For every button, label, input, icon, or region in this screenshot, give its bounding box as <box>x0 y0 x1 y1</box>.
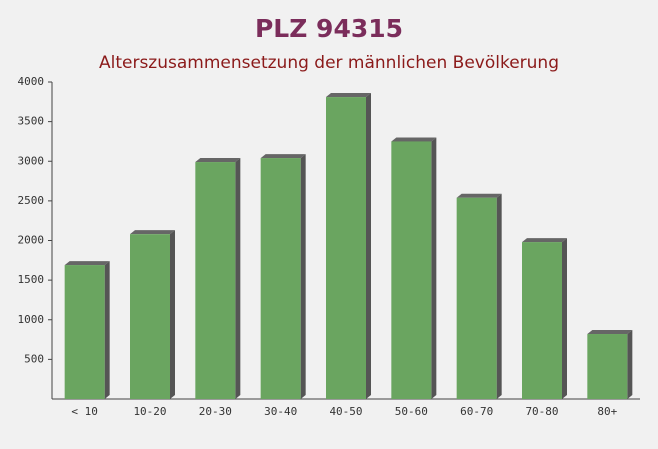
bar <box>326 97 366 400</box>
bar-top <box>587 330 633 335</box>
y-tick-label: 2000 <box>18 234 45 247</box>
x-tick-label: 80+ <box>597 405 617 418</box>
bar <box>64 265 105 399</box>
bar-top <box>64 261 110 266</box>
bar-shadow <box>496 193 502 399</box>
y-tick-label: 3000 <box>18 154 45 167</box>
bar-top <box>260 154 306 159</box>
bar <box>130 234 170 399</box>
chart-title: PLZ 94315 <box>255 14 403 43</box>
x-tick-label: 10-20 <box>133 405 166 418</box>
y-tick-label: 4000 <box>18 75 45 88</box>
bar <box>195 162 236 399</box>
bar <box>456 197 497 399</box>
bar-shadow <box>235 158 241 399</box>
y-tick-label: 1000 <box>18 313 45 326</box>
x-tick-label: 50-60 <box>395 405 428 418</box>
y-tick-label: 1500 <box>18 273 45 286</box>
x-tick-label: 70-80 <box>525 405 558 418</box>
bar-shadow <box>300 154 306 399</box>
x-tick-label: 30-40 <box>264 405 297 418</box>
bar-top <box>522 238 567 243</box>
bar-shadow <box>562 238 567 399</box>
bar-top <box>456 193 502 198</box>
x-tick-label: 20-30 <box>199 405 232 418</box>
bar <box>260 158 301 399</box>
x-tick-label: 40-50 <box>329 405 362 418</box>
bar <box>522 242 562 399</box>
y-tick-label: 3500 <box>18 115 45 128</box>
bar-top <box>130 230 175 235</box>
bar <box>587 334 628 399</box>
bar-shadow <box>366 93 371 400</box>
y-tick-label: 2500 <box>18 194 45 207</box>
bar-shadow <box>431 137 437 399</box>
bar <box>391 141 432 399</box>
x-tick-label: 60-70 <box>460 405 493 418</box>
bar-top <box>326 93 371 98</box>
bar-shadow <box>170 230 175 399</box>
bar-shadow <box>627 330 633 399</box>
chart-subtitle: Alterszusammensetzung der männlichen Bev… <box>99 53 559 73</box>
bar-top <box>195 158 241 163</box>
bar-shadow <box>104 261 110 399</box>
x-tick-label: < 10 <box>71 405 98 418</box>
y-tick-label: 500 <box>24 352 44 365</box>
bar-top <box>391 137 437 142</box>
